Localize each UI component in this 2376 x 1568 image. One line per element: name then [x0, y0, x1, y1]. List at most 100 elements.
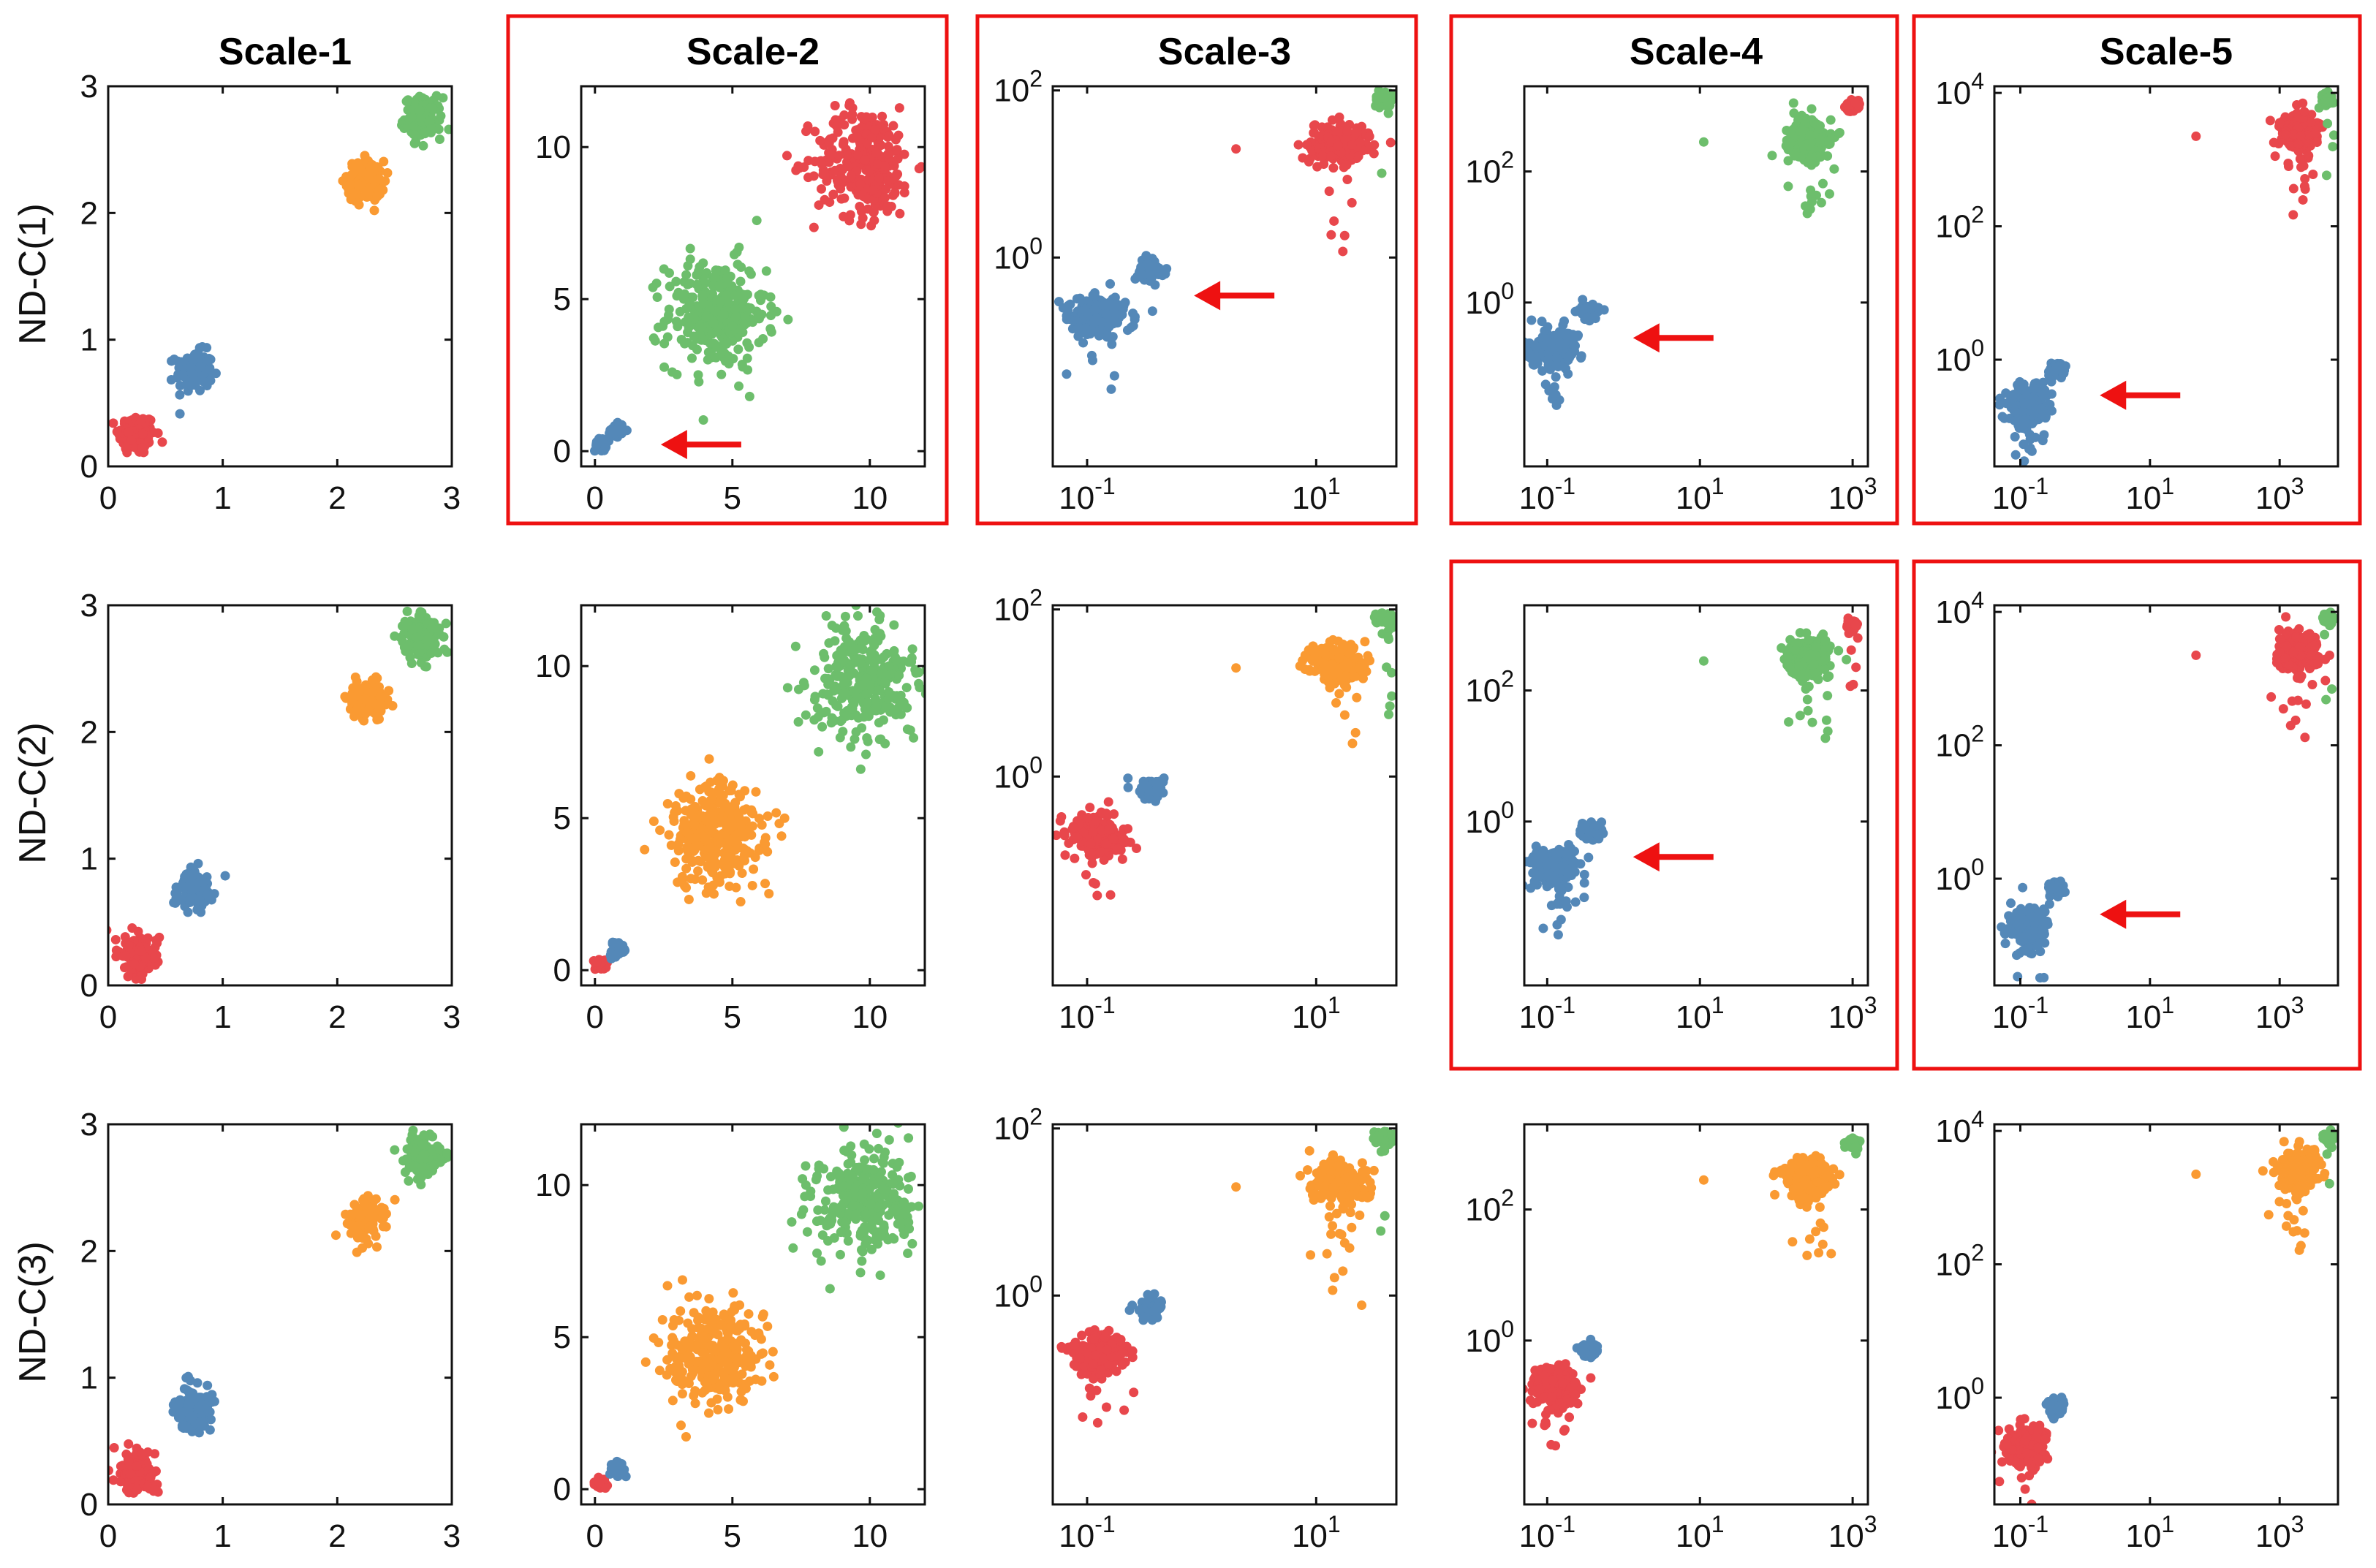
outlier-point [1698, 137, 1709, 147]
tick-label: 100 [994, 232, 1043, 276]
data-point [884, 131, 894, 141]
data-point [1123, 824, 1133, 834]
data-point [824, 157, 834, 167]
data-point [2265, 115, 2275, 126]
data-point [716, 369, 727, 379]
data-point [211, 368, 221, 379]
data-point [697, 875, 708, 885]
data-point [121, 951, 131, 961]
data-point [2295, 154, 2305, 164]
data-point [1085, 329, 1095, 339]
data-point [882, 201, 893, 211]
data-point [418, 140, 428, 151]
tick-label: 0 [80, 449, 98, 485]
data-point [813, 712, 823, 722]
data-point [849, 697, 859, 708]
data-point [701, 888, 711, 898]
row-label-nd-c-2: ND-C(2) [12, 722, 54, 864]
scatter-points [108, 91, 452, 458]
data-point [352, 676, 362, 686]
data-point [1358, 673, 1369, 683]
data-point [820, 652, 830, 662]
data-point [1789, 108, 1799, 118]
data-point [2022, 398, 2032, 408]
data-point [716, 838, 726, 848]
data-point [840, 688, 850, 698]
data-point [1107, 339, 1117, 349]
data-point [1814, 124, 1824, 135]
data-point [650, 336, 660, 346]
tick-label: 3 [443, 999, 461, 1035]
data-point [1324, 186, 1334, 197]
data-point [735, 897, 746, 907]
tick-label: 5 [724, 999, 741, 1035]
data-point [724, 864, 734, 874]
tick-label: 3 [80, 588, 98, 624]
data-point [2308, 169, 2318, 179]
tick-label: 2 [328, 480, 346, 516]
data-point [719, 855, 730, 865]
data-point [859, 636, 869, 646]
data-point [1564, 352, 1574, 362]
data-point [1100, 300, 1110, 310]
data-point [821, 706, 831, 716]
scatter-points [589, 605, 937, 974]
data-point [730, 304, 740, 314]
data-point [1104, 825, 1114, 835]
data-point [860, 155, 870, 165]
data-point [889, 620, 899, 630]
data-point [1359, 661, 1369, 671]
data-point [730, 312, 741, 322]
data-point [831, 662, 841, 672]
data-point [1353, 151, 1363, 162]
data-point [801, 126, 811, 137]
data-point [927, 681, 937, 690]
data-point [883, 148, 893, 159]
data-point [1333, 667, 1343, 678]
data-point [881, 184, 891, 194]
data-point [2027, 406, 2037, 417]
tick-label: 101 [1292, 992, 1341, 1035]
data-point [1329, 216, 1339, 226]
tick-label: 100 [1935, 335, 1984, 378]
data-point [737, 868, 747, 879]
data-point [1545, 338, 1556, 349]
data-point [681, 827, 692, 837]
data-point [720, 265, 730, 276]
data-point [692, 279, 702, 289]
data-point [1328, 635, 1338, 645]
data-point [698, 414, 708, 425]
data-point [166, 374, 176, 385]
data-point [2037, 405, 2047, 415]
data-point [763, 811, 773, 821]
scatter-points [108, 606, 452, 984]
data-point [705, 338, 715, 348]
data-point [1319, 159, 1329, 169]
data-point [2296, 162, 2307, 173]
data-point [914, 667, 924, 678]
data-point [426, 624, 436, 634]
data-point [741, 804, 752, 814]
data-point [823, 679, 833, 689]
data-point [839, 655, 850, 665]
tick-label: 5 [553, 800, 571, 836]
data-point [1075, 293, 1085, 303]
data-point [892, 145, 902, 155]
data-point [1320, 650, 1331, 660]
data-point [858, 680, 868, 690]
axes-box [580, 85, 926, 468]
data-point [879, 192, 890, 202]
data-point [1093, 833, 1103, 844]
data-point [183, 907, 193, 917]
data-point [188, 869, 198, 879]
data-point [824, 138, 834, 148]
data-point [894, 103, 904, 113]
axes-box [1051, 85, 1398, 468]
data-point [909, 732, 919, 743]
data-point [178, 369, 188, 379]
data-point [671, 317, 681, 327]
data-point [2300, 174, 2310, 184]
